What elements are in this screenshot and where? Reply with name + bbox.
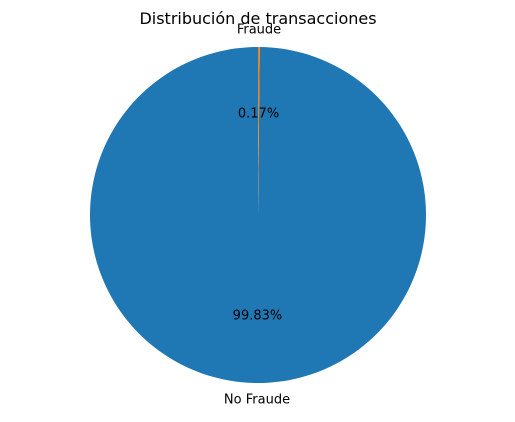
pie-slice-no-fraude	[90, 47, 427, 383]
chart-title: Distribución de transacciones	[139, 9, 376, 28]
pie-slice-fraude	[258, 47, 260, 215]
category-label-fraude: Fraude	[237, 23, 281, 38]
pie-labels: 99.83% No Fraude 0.17% Fraude	[224, 23, 290, 408]
pie-slices	[90, 47, 427, 383]
category-label-no-fraude: No Fraude	[224, 392, 290, 407]
pct-label-no-fraude: 99.83%	[233, 308, 283, 323]
pct-label-fraude: 0.17%	[238, 107, 279, 122]
